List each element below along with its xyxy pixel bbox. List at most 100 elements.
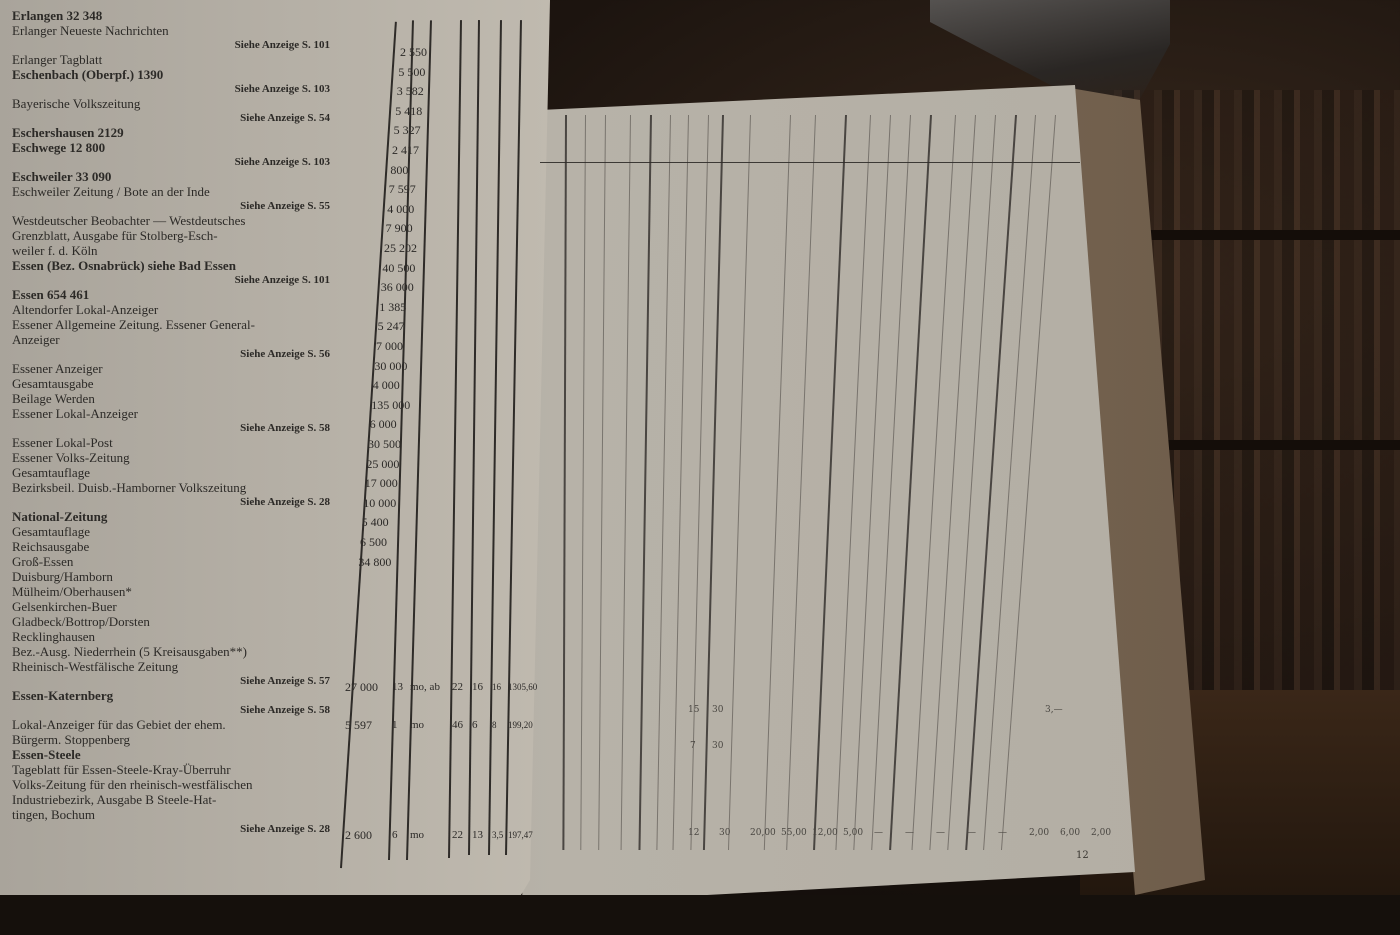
left-page-entries: Erlangen 32 348 Erlanger Neueste Nachrich… bbox=[12, 8, 330, 836]
list-item: Beilage Werden bbox=[12, 391, 330, 406]
entry-name: Erlangen 32 348 bbox=[12, 8, 103, 23]
list-item: Essen 654 461 bbox=[12, 287, 330, 302]
list-item: Bezirksbeil. Duisb.-Hamborner Volkszeitu… bbox=[12, 480, 330, 509]
entry-name: Volks-Zeitung für den rheinisch-westfäli… bbox=[12, 777, 253, 792]
list-item: Industriebezirk, Ausgabe B Steele-Hat- bbox=[12, 792, 330, 807]
entry-name: tingen, Bochum bbox=[12, 807, 96, 822]
circulation-value: 27 000 bbox=[345, 680, 378, 694]
table-cell: 2,00 bbox=[1091, 828, 1112, 838]
list-item: Groß-Essen bbox=[12, 554, 330, 569]
table-cell: 30 bbox=[719, 828, 731, 838]
entry-name: Gesamtausgabe bbox=[12, 376, 94, 391]
entry-reference: Siehe Anzeige S. 58 bbox=[240, 422, 330, 434]
shadow bbox=[0, 895, 1400, 935]
list-item: Anzeiger Siehe Anzeige S. 56 bbox=[12, 332, 330, 361]
table-cell: 199,20 bbox=[508, 720, 533, 730]
list-item: Erlanger Neueste Nachrichten Siehe Anzeig… bbox=[12, 23, 330, 52]
list-item: Erlangen 32 348 bbox=[12, 8, 330, 23]
entry-name: Bezirksbeil. Duisb.-Hamborner Volkszeitu… bbox=[12, 480, 247, 495]
shelf-board bbox=[1100, 230, 1400, 240]
circulation-value: 800 bbox=[390, 162, 409, 177]
table-cell: 22 bbox=[452, 681, 463, 693]
entry-name: Gelsenkirchen-Buer bbox=[12, 599, 117, 614]
list-item: Recklinghausen bbox=[12, 629, 330, 644]
entry-name: Eschenbach (Oberpf.) 1390 bbox=[12, 67, 164, 82]
list-item: Eschwege 12 800 Siehe Anzeige S. 103 bbox=[12, 140, 330, 169]
list-item: Gesamtausgabe bbox=[12, 376, 330, 391]
table-cell: 5,00 bbox=[843, 828, 864, 838]
entry-name: Erlanger Neueste Nachrichten bbox=[12, 23, 169, 38]
entry-name: Bayerische Volkszeitung bbox=[12, 96, 141, 111]
list-item: Lokal-Anzeiger für das Gebiet der ehem. bbox=[12, 717, 330, 732]
page-number: 12 bbox=[1076, 850, 1089, 861]
circulation-value: 30 000 bbox=[374, 358, 408, 373]
table-cell: — bbox=[998, 828, 1007, 838]
list-item: Mülheim/Oberhausen* bbox=[12, 584, 330, 599]
entry-name: Bürgerm. Stoppenberg bbox=[12, 732, 130, 747]
circulation-value: 4 000 bbox=[387, 201, 415, 216]
table-cell: mo bbox=[410, 719, 425, 731]
list-item: Westdeutscher Beobachter — Westdeutsches bbox=[12, 213, 330, 228]
entry-reference: Siehe Anzeige S. 56 bbox=[240, 348, 330, 360]
shelf-board bbox=[1100, 440, 1400, 450]
entry-name: Essen-Katernberg bbox=[12, 688, 114, 703]
entry-reference: Siehe Anzeige S. 54 bbox=[240, 112, 330, 124]
table-cell: 8 bbox=[492, 720, 497, 730]
circulation-value: 6 500 bbox=[360, 535, 387, 549]
entry-name: Groß-Essen bbox=[12, 554, 74, 569]
table-cell: 6 bbox=[392, 829, 398, 841]
table-cell: mo bbox=[410, 829, 425, 841]
table-cell: 15 bbox=[688, 705, 700, 715]
entry-name: Tageblatt für Essen-Steele-Kray-Überruhr bbox=[12, 762, 231, 777]
circulation-value: 7 000 bbox=[376, 339, 403, 353]
list-item: Essener Lokal-Anzeiger Siehe Anzeige S. 5… bbox=[12, 406, 330, 435]
entry-name: Altendorfer Lokal-Anzeiger bbox=[12, 302, 159, 317]
entry-name: Essener Anzeiger bbox=[12, 361, 103, 376]
list-item: Tageblatt für Essen-Steele-Kray-Überruhr bbox=[12, 762, 330, 777]
table-cell: 1305,60 bbox=[508, 682, 538, 692]
list-item: Essener Anzeiger bbox=[12, 361, 330, 376]
entry-name: Eschweiler 33 090 bbox=[12, 169, 112, 184]
entry-reference: Siehe Anzeige S. 28 bbox=[240, 496, 330, 508]
table-cell: — bbox=[967, 828, 976, 838]
table-cell: 13 bbox=[392, 681, 403, 693]
list-item: Eschweiler 33 090 bbox=[12, 169, 330, 184]
table-cell: 55,00 bbox=[781, 828, 807, 838]
entry-name: Eschweiler Zeitung / Bote an der Inde bbox=[12, 184, 210, 199]
table-cell: 3,5 bbox=[492, 830, 504, 840]
table-cell: 30 bbox=[712, 741, 724, 751]
entry-name: Duisburg/Hamborn bbox=[12, 569, 113, 584]
table-cell: 7 bbox=[690, 741, 696, 751]
list-item: National-Zeitung bbox=[12, 509, 330, 524]
list-item: Gladbeck/Bottrop/Dorsten bbox=[12, 614, 330, 629]
circulation-value: 25 000 bbox=[366, 456, 400, 471]
entry-name: Gesamtauflage bbox=[12, 524, 90, 539]
circulation-value: 25 202 bbox=[384, 241, 417, 255]
entry-name: Mülheim/Oberhausen* bbox=[12, 584, 132, 599]
circulation-value: 4 000 bbox=[372, 378, 400, 393]
list-item: Eschershausen 2129 bbox=[12, 125, 330, 140]
list-item: Reichsausgabe bbox=[12, 539, 330, 554]
circulation-value: 17 000 bbox=[364, 476, 398, 491]
list-item: Essen (Bez. Osnabrück) siehe Bad Essen Si… bbox=[12, 258, 330, 287]
list-item: Altendorfer Lokal-Anzeiger bbox=[12, 302, 330, 317]
entry-reference: Siehe Anzeige S. 58 bbox=[240, 704, 330, 716]
circulation-value: 34 800 bbox=[358, 554, 392, 569]
entry-name: Essen (Bez. Osnabrück) siehe Bad Essen bbox=[12, 258, 236, 273]
list-item: Duisburg/Hamborn bbox=[12, 569, 330, 584]
entry-name: Gladbeck/Bottrop/Dorsten bbox=[12, 614, 150, 629]
table-cell: 12 bbox=[688, 828, 700, 838]
circulation-value: 5 597 bbox=[345, 718, 372, 732]
circulation-value: 5 247 bbox=[377, 319, 405, 334]
circulation-value: 135 000 bbox=[371, 397, 411, 412]
list-item: Grenzblatt, Ausgabe für Stolberg-Esch- bbox=[12, 228, 330, 243]
circulation-value: 36 000 bbox=[380, 280, 414, 295]
circulation-value: 2 550 bbox=[400, 45, 427, 59]
list-item: Erlanger Tagblatt bbox=[12, 52, 330, 67]
list-item: Gesamtauflage bbox=[12, 524, 330, 539]
list-item: Bayerische Volkszeitung Siehe Anzeige S. … bbox=[12, 96, 330, 125]
entry-name: National-Zeitung bbox=[12, 509, 108, 524]
entry-name: Anzeiger bbox=[12, 332, 60, 347]
table-cell: 12,00 bbox=[812, 828, 838, 838]
entry-name: Essen-Steele bbox=[12, 747, 81, 762]
